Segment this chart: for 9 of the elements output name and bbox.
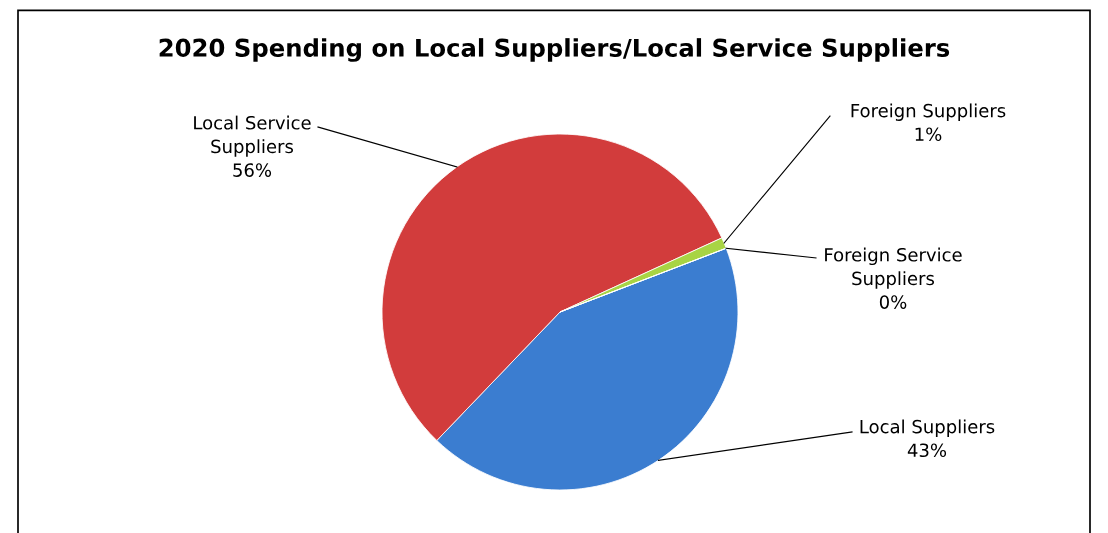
data-label: 1%	[915, 127, 942, 142]
slice-label: Local Suppliers	[860, 419, 995, 437]
data-label: 43%	[907, 443, 947, 458]
legend-label: Foreign Service Suppliers	[825, 247, 962, 289]
chart-title: 2020 Spending on Local Suppliers/Local Service Suppliers	[159, 38, 950, 62]
slice-label: Foreign Suppliers	[851, 103, 1006, 121]
text: 0%	[879, 295, 907, 309]
data-label: 56%	[233, 163, 272, 177]
slice-label: Local Service Suppliers	[194, 115, 311, 157]
